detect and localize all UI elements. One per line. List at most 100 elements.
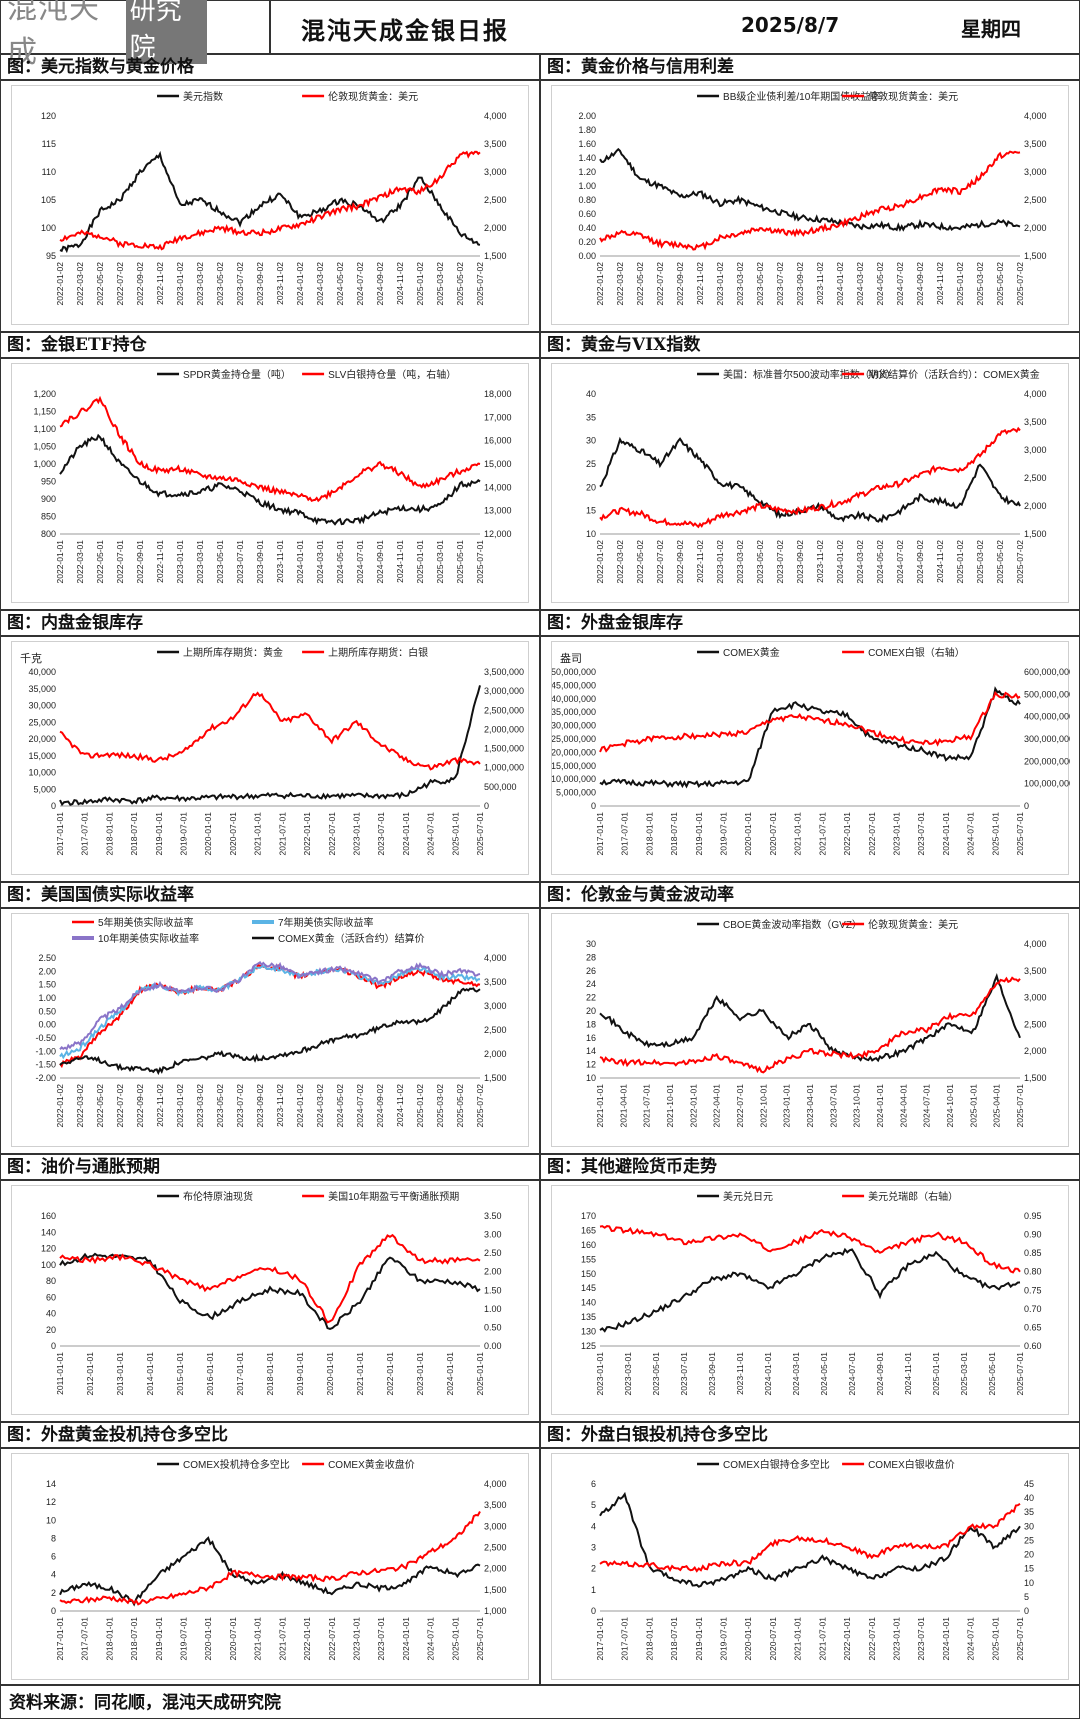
x-tick-label: 2022-03-02 bbox=[615, 262, 625, 306]
x-tick-label: 2024-01-01 bbox=[763, 1352, 773, 1396]
x-tick-label: 2024-09-02 bbox=[375, 262, 385, 306]
y-tick-right: 400,000,000 bbox=[1024, 712, 1070, 722]
x-tick-label: 2022-04-01 bbox=[712, 1084, 722, 1128]
y-tick-left: -0.50 bbox=[35, 1033, 56, 1043]
x-tick-label: 2018-07-01 bbox=[669, 812, 679, 856]
y-tick-left: 10,000,000 bbox=[552, 774, 596, 784]
y-tick-right: 3,000 bbox=[484, 1521, 507, 1531]
x-tick-label: 2022-05-02 bbox=[95, 1084, 105, 1128]
x-tick-label: 2024-05-02 bbox=[335, 262, 345, 306]
chart-area: 美元指数 伦敦现货黄金：美元 95 100 105 110 115 120 1,500 2,000… bbox=[11, 85, 529, 325]
logo-box-text: 研究院 bbox=[125, 0, 207, 64]
series-line bbox=[599, 1491, 1021, 1588]
x-tick-label: 2023-03-02 bbox=[735, 262, 745, 306]
x-tick-label: 2022-11-02 bbox=[155, 262, 165, 305]
x-tick-label: 2024-07-01 bbox=[847, 1352, 857, 1396]
x-tick-label: 2022-09-02 bbox=[675, 262, 685, 306]
y-tick-left: 35,000 bbox=[28, 684, 56, 694]
y-tick-left: 25,000 bbox=[28, 717, 56, 727]
y-tick-left: 3 bbox=[591, 1543, 596, 1553]
x-tick-label: 2023-09-02 bbox=[255, 262, 265, 306]
x-tick-label: 2025-07-01 bbox=[475, 812, 485, 856]
chart-panel: 图：外盘白银投机持仓多空比 COMEX白银持仓多空比 COMEX白银收盘价 0 1 2 3 4… bbox=[541, 1421, 1079, 1686]
y-tick-left: 5 bbox=[591, 1500, 596, 1510]
y-tick-left: 105 bbox=[41, 195, 56, 205]
y-tick-right: 1,500 bbox=[484, 1585, 507, 1595]
y-tick-right: 15,000 bbox=[484, 459, 512, 469]
report-header: 混沌天成 研究院 混沌天成金银日报 2025/8/7 星期四 bbox=[1, 0, 1079, 70]
legend-label: 伦敦现货黄金：美元 bbox=[328, 90, 418, 103]
row-divider bbox=[1, 881, 1079, 883]
y-tick-right: 3.50 bbox=[484, 1211, 502, 1221]
y-tick-left: 30 bbox=[586, 436, 596, 446]
chart-area: COMEX白银持仓多空比 COMEX白银收盘价 0 1 2 3 4 5 6 0 5 10 15 20 25 3… bbox=[551, 1453, 1069, 1680]
chart-svg: 美元指数 伦敦现货黄金：美元 95 100 105 110 115 120 1,500 2,000… bbox=[41, 90, 507, 306]
x-tick-label: 2022-01-01 bbox=[842, 1617, 852, 1661]
y-tick-left: 6 bbox=[591, 1479, 596, 1489]
y-tick-right: 1,500 bbox=[1024, 1073, 1047, 1083]
row-divider bbox=[1, 1421, 1079, 1423]
x-tick-label: 2017-07-01 bbox=[80, 1617, 90, 1661]
y-tick-right: 2,500 bbox=[1024, 195, 1047, 205]
y-tick-right: 3.00 bbox=[484, 1230, 502, 1240]
x-tick-label: 2024-11-01 bbox=[395, 540, 405, 583]
row-divider bbox=[1, 609, 1079, 611]
x-tick-label: 2023-10-01 bbox=[852, 1084, 862, 1128]
x-tick-label: 2025-07-01 bbox=[1015, 1617, 1025, 1661]
y-tick-left: 140 bbox=[581, 1298, 596, 1308]
legend-label: 美元兑日元 bbox=[723, 1190, 773, 1203]
chart-title: 图：外盘金银库存 bbox=[541, 609, 1079, 637]
y-tick-right: 1.00 bbox=[484, 1304, 502, 1314]
x-tick-label: 2024-09-02 bbox=[915, 262, 925, 306]
x-tick-label: 2016-01-01 bbox=[205, 1352, 215, 1396]
x-tick-label: 2018-07-01 bbox=[129, 1617, 139, 1661]
y-tick-right: 20 bbox=[1024, 1550, 1034, 1560]
y-tick-left: 15,000,000 bbox=[552, 761, 596, 771]
y-tick-right: 4,000 bbox=[484, 1479, 507, 1489]
y-tick-right: 0.80 bbox=[1024, 1267, 1042, 1277]
x-tick-label: 2023-03-02 bbox=[195, 1084, 205, 1128]
x-tick-label: 2019-07-01 bbox=[719, 1617, 729, 1661]
y-tick-right: 1,500 bbox=[484, 251, 507, 261]
x-tick-label: 2022-01-02 bbox=[55, 262, 65, 306]
y-tick-right: 3,000 bbox=[1024, 993, 1047, 1003]
x-tick-label: 2024-11-02 bbox=[395, 1084, 405, 1127]
y-tick-left: 0.00 bbox=[578, 251, 596, 261]
x-tick-label: 2022-07-02 bbox=[115, 1084, 125, 1128]
x-tick-label: 2022-07-01 bbox=[867, 812, 877, 856]
x-tick-label: 2025-05-01 bbox=[987, 1352, 997, 1396]
chart-panel: 图：美国国债实际收益率 5年期美债实际收益率 7年期美债实际收益率 10年期美债实际收… bbox=[1, 881, 539, 1153]
y-tick-right: 0.50 bbox=[484, 1322, 502, 1332]
series-line bbox=[599, 690, 1021, 753]
y-tick-left: 22 bbox=[586, 993, 596, 1003]
chart-panel: 图：金银ETF持仓 SPDR黄金持仓量（吨） SLV白银持仓量（吨，右轴） 800 85… bbox=[1, 331, 539, 609]
y-tick-right: 3,500 bbox=[1024, 966, 1047, 976]
legend-label: COMEX白银收盘价 bbox=[868, 1458, 955, 1471]
y-tick-right: 40 bbox=[1024, 1493, 1034, 1503]
y-tick-left: 30,000,000 bbox=[552, 721, 596, 731]
x-tick-label: 2023-11-02 bbox=[815, 540, 825, 583]
legend-label: COMEX黄金（活跃合约）结算价 bbox=[278, 932, 425, 945]
y-tick-right: 0 bbox=[1024, 1606, 1029, 1616]
y-tick-right: 0 bbox=[1024, 801, 1029, 811]
chart-svg: 美国：标准普尔500波动率指数（VIX）期货结算价（活跃合约）：COMEX黄金 1… bbox=[586, 368, 1047, 584]
x-tick-label: 2020-01-01 bbox=[743, 812, 753, 856]
y-tick-right: 200,000,000 bbox=[1024, 756, 1070, 766]
x-tick-label: 2022-07-02 bbox=[115, 262, 125, 306]
x-tick-label: 2025-05-02 bbox=[455, 1084, 465, 1128]
x-tick-label: 2022-07-01 bbox=[867, 1617, 877, 1661]
y-tick-left: 150 bbox=[581, 1269, 596, 1279]
chart-svg: 美元兑日元 美元兑瑞郎（右轴） 125 130 135 140 145 150 155 160 16… bbox=[581, 1190, 1042, 1396]
y-tick-right: 3,500 bbox=[484, 1500, 507, 1510]
legend-label: 美元指数 bbox=[183, 90, 223, 103]
y-tick-right: 16,000 bbox=[484, 436, 512, 446]
header-divider bbox=[269, 1, 271, 53]
x-tick-label: 2022-09-02 bbox=[135, 262, 145, 306]
x-tick-label: 2017-07-01 bbox=[620, 812, 630, 856]
row-divider bbox=[1, 1153, 1079, 1155]
chart-panel: 图：伦敦金与黄金波动率 CBOE黄金波动率指数（GVZ） 伦敦现货黄金：美元 10 12… bbox=[541, 881, 1079, 1153]
x-tick-label: 2025-03-02 bbox=[975, 540, 985, 584]
y-tick-left: 20,000 bbox=[28, 734, 56, 744]
x-tick-label: 2023-07-01 bbox=[235, 540, 245, 584]
